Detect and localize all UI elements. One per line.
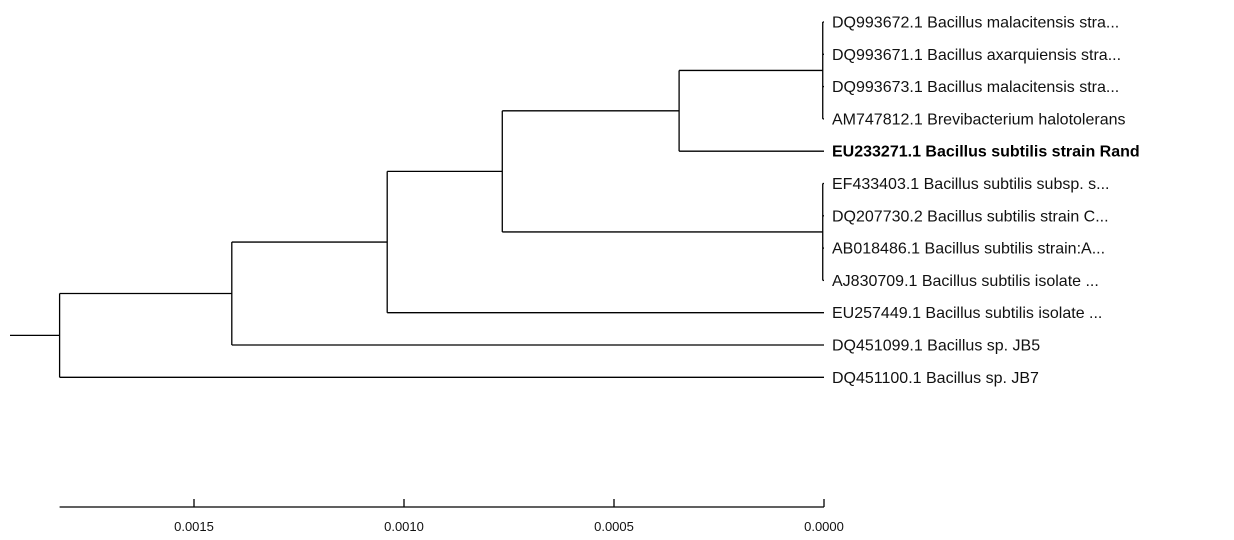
leaf-label: DQ451100.1 Bacillus sp. JB7 [832, 370, 1039, 387]
scale-tick-label: 0.0010 [384, 519, 424, 534]
leaf-label: EU257449.1 Bacillus subtilis isolate ... [832, 305, 1102, 322]
leaf-label: DQ207730.2 Bacillus subtilis strain C... [832, 208, 1109, 225]
leaf-label: AB018486.1 Bacillus subtilis strain:A... [832, 241, 1105, 258]
tree-branches [10, 21, 824, 378]
scale-tick-label: 0.0015 [174, 519, 214, 534]
leaf-label: DQ993671.1 Bacillus axarquiensis stra... [832, 47, 1121, 64]
scale-tick-label: 0.0005 [594, 519, 634, 534]
leaf-label: DQ451099.1 Bacillus sp. JB5 [832, 338, 1040, 355]
distance-scale: 0.0015 0.0010 0.0005 0.0000 [59, 499, 844, 534]
leaf-label: AJ830709.1 Bacillus subtilis isolate ... [832, 273, 1099, 290]
leaf-label: EF433403.1 Bacillus subtilis subsp. s... [832, 176, 1109, 193]
leaf-labels: DQ993672.1 Bacillus malacitensis stra...… [832, 15, 1140, 387]
scale-tick-label: 0.0000 [804, 519, 844, 534]
leaf-label: AM747812.1 Brevibacterium halotolerans [832, 111, 1126, 128]
leaf-label: EU233271.1 Bacillus subtilis strain Rand [832, 144, 1140, 161]
leaf-label: DQ993673.1 Bacillus malacitensis stra... [832, 79, 1119, 96]
leaf-label: DQ993672.1 Bacillus malacitensis stra... [832, 15, 1119, 32]
